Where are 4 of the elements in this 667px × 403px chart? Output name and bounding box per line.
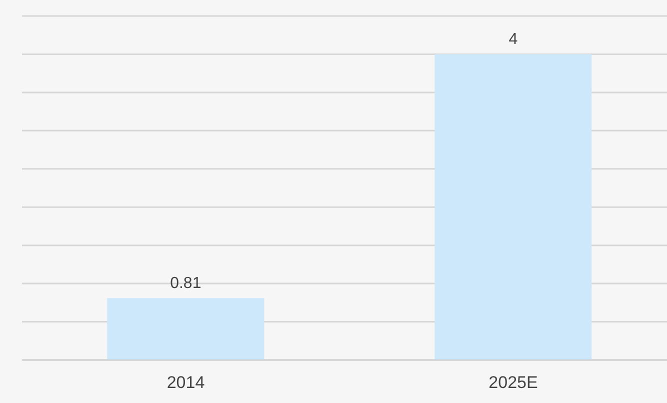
data-label: 0.81 bbox=[170, 275, 202, 292]
data-label: 4 bbox=[508, 31, 518, 48]
x-tick-label: 2025E bbox=[488, 373, 538, 392]
x-tick-label: 2014 bbox=[166, 373, 205, 392]
